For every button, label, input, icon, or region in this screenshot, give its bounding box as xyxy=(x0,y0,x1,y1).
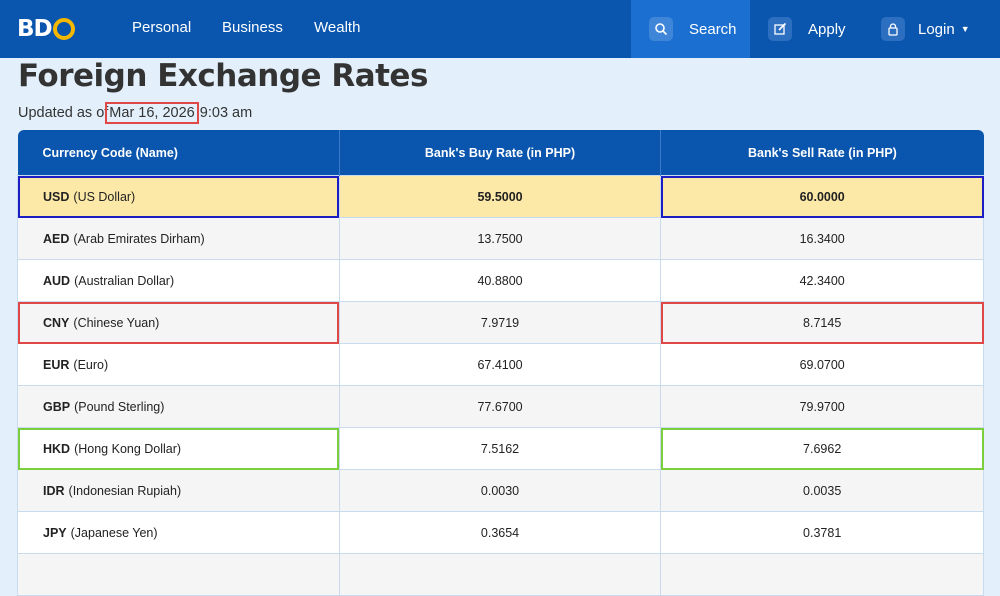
sell-rate-cell: 69.0700 xyxy=(660,343,984,386)
currency-name: (Euro) xyxy=(73,357,109,372)
apply-label: Apply xyxy=(808,20,846,38)
table-row: GBP (Pound Sterling) 77.6700 79.9700 xyxy=(17,385,984,428)
bdo-logo[interactable]: BD xyxy=(17,14,75,44)
buy-rate-cell: 13.7500 xyxy=(338,217,662,260)
updated-timestamp: Updated as ofMar 16, 2026 9:03 am xyxy=(18,102,253,124)
sell-rate-cell: 79.9700 xyxy=(660,385,984,428)
sell-rate-cell xyxy=(660,553,984,596)
table-row: CNY (Chinese Yuan) 7.9719 8.7145 xyxy=(17,301,984,344)
currency-cell xyxy=(17,553,340,596)
search-icon xyxy=(649,17,673,41)
updated-time: 9:03 am xyxy=(199,105,253,121)
currency-code: JPY xyxy=(43,525,67,540)
currency-name: (Chinese Yuan) xyxy=(73,315,160,330)
currency-code: EUR xyxy=(43,357,70,372)
buy-rate-cell: 67.4100 xyxy=(338,343,662,386)
currency-cell: USD (US Dollar) xyxy=(17,175,340,218)
buy-rate-cell: 7.5162 xyxy=(338,427,662,470)
login-label: Login xyxy=(918,20,955,38)
table-row: USD (US Dollar) 59.5000 60.0000 xyxy=(17,175,984,218)
table-row: JPY (Japanese Yen) 0.3654 0.3781 xyxy=(17,511,984,554)
currency-name: (Hong Kong Dollar) xyxy=(74,441,182,456)
table-row: AUD (Australian Dollar) 40.8800 42.3400 xyxy=(17,259,984,302)
nav-wealth[interactable]: Wealth xyxy=(314,19,361,36)
buy-rate-cell: 77.6700 xyxy=(338,385,662,428)
currency-name: (Arab Emirates Dirham) xyxy=(73,231,205,246)
updated-prefix: Updated as of xyxy=(18,105,109,121)
sell-rate-cell: 7.6962 xyxy=(660,427,984,470)
table-row: EUR (Euro) 67.4100 69.0700 xyxy=(17,343,984,386)
currency-cell: IDR (Indonesian Rupiah) xyxy=(17,469,340,512)
table-row xyxy=(17,553,984,596)
currency-cell: AED (Arab Emirates Dirham) xyxy=(17,217,340,260)
table-header-row: Currency Code (Name) Bank's Buy Rate (in… xyxy=(17,130,984,176)
currency-name: (Japanese Yen) xyxy=(70,525,158,540)
top-nav: BD Personal Business Wealth Search Apply… xyxy=(0,0,1000,58)
chevron-down-icon: ▼ xyxy=(960,24,970,34)
currency-name: (Australian Dollar) xyxy=(74,273,175,288)
buy-rate-cell: 40.8800 xyxy=(338,259,662,302)
sell-rate-cell: 60.0000 xyxy=(660,175,984,218)
sell-rate-cell: 8.7145 xyxy=(660,301,984,344)
buy-rate-cell: 0.3654 xyxy=(338,511,662,554)
lock-icon xyxy=(881,17,905,41)
currency-cell: CNY (Chinese Yuan) xyxy=(17,301,340,344)
currency-code: AUD xyxy=(43,273,71,288)
currency-cell: JPY (Japanese Yen) xyxy=(17,511,340,554)
updated-date: Mar 16, 2026 xyxy=(105,102,199,124)
currency-code: IDR xyxy=(43,483,65,498)
table-row: IDR (Indonesian Rupiah) 0.0030 0.0035 xyxy=(17,469,984,512)
table-row: AED (Arab Emirates Dirham) 13.7500 16.340… xyxy=(17,217,984,260)
nav-personal[interactable]: Personal xyxy=(132,19,192,36)
currency-code: HKD xyxy=(43,441,71,456)
currency-cell: HKD (Hong Kong Dollar) xyxy=(17,427,340,470)
sell-rate-cell: 16.3400 xyxy=(660,217,984,260)
currency-name: (US Dollar) xyxy=(73,189,136,204)
currency-cell: EUR (Euro) xyxy=(17,343,340,386)
sell-rate-cell: 42.3400 xyxy=(660,259,984,302)
currency-cell: GBP (Pound Sterling) xyxy=(17,385,340,428)
currency-code: GBP xyxy=(43,399,71,414)
page-title: Foreign Exchange Rates xyxy=(18,58,428,94)
nav-business[interactable]: Business xyxy=(222,19,283,36)
buy-rate-cell: 0.0030 xyxy=(338,469,662,512)
table-row: HKD (Hong Kong Dollar) 7.5162 7.6962 xyxy=(17,427,984,470)
buy-rate-cell: 59.5000 xyxy=(338,175,662,218)
header-sell-rate: Bank's Sell Rate (in PHP) xyxy=(660,130,984,176)
currency-name: (Indonesian Rupiah) xyxy=(68,483,182,498)
fx-rates-table: Currency Code (Name) Bank's Buy Rate (in… xyxy=(17,130,984,596)
currency-code: AED xyxy=(43,231,70,246)
edit-icon xyxy=(768,17,792,41)
buy-rate-cell xyxy=(338,553,662,596)
header-currency: Currency Code (Name) xyxy=(17,130,340,176)
apply-button[interactable]: Apply xyxy=(768,0,846,58)
currency-name: (Pound Sterling) xyxy=(74,399,165,414)
currency-cell: AUD (Australian Dollar) xyxy=(17,259,340,302)
search-label: Search xyxy=(689,20,737,38)
buy-rate-cell: 7.9719 xyxy=(338,301,662,344)
header-buy-rate: Bank's Buy Rate (in PHP) xyxy=(339,130,662,176)
currency-code: CNY xyxy=(43,315,70,330)
sell-rate-cell: 0.3781 xyxy=(660,511,984,554)
currency-code: USD xyxy=(43,189,70,204)
sell-rate-cell: 0.0035 xyxy=(660,469,984,512)
login-button[interactable]: Login ▼ xyxy=(881,0,970,58)
search-button[interactable]: Search xyxy=(631,0,750,58)
